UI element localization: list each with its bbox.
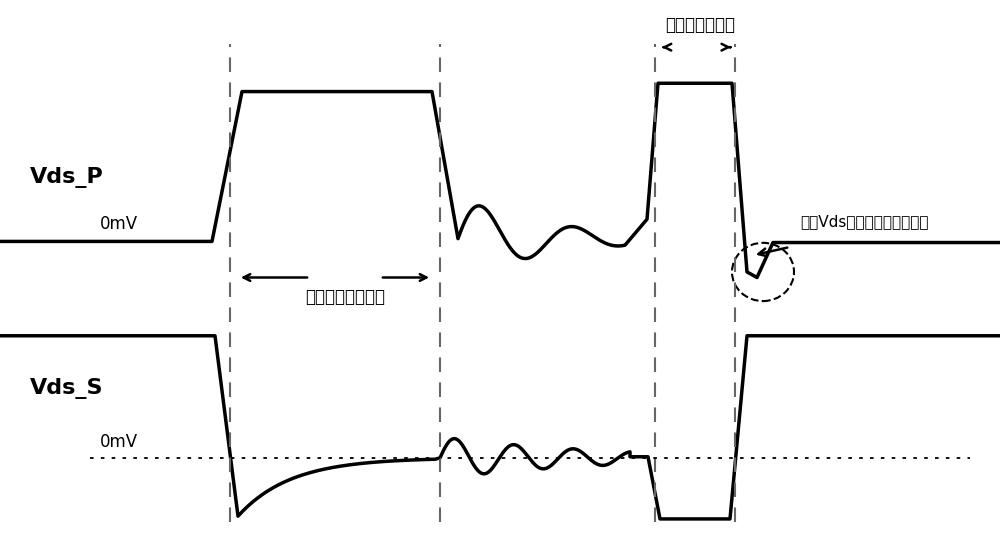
Text: 次边同步整流导通: 次边同步整流导通	[305, 288, 385, 306]
Text: Vds_S: Vds_S	[30, 378, 104, 399]
Text: 原边Vds泄放到零电位再导通: 原边Vds泄放到零电位再导通	[800, 214, 928, 230]
Text: Vds_P: Vds_P	[30, 167, 104, 188]
Text: 有源钳位管导通: 有源钳位管导通	[665, 16, 735, 34]
Text: 0mV: 0mV	[100, 215, 138, 233]
Text: 0mV: 0mV	[100, 433, 138, 451]
